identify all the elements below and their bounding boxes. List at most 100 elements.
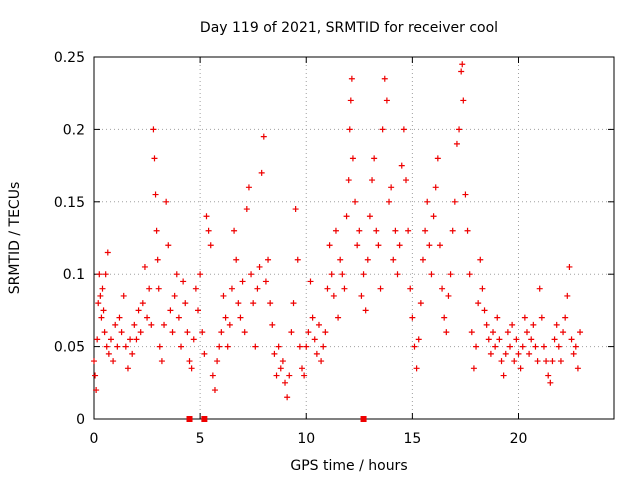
data-point — [152, 191, 159, 198]
data-point — [392, 227, 399, 234]
data-point — [182, 300, 189, 307]
data-point — [422, 227, 429, 234]
data-point — [315, 321, 322, 328]
data-point — [290, 300, 297, 307]
data-point — [313, 350, 320, 357]
data-point — [235, 300, 242, 307]
data-point — [570, 350, 577, 357]
data-point — [352, 198, 359, 205]
data-point — [371, 155, 378, 162]
data-point — [356, 227, 363, 234]
data-point — [112, 321, 119, 328]
data-point — [487, 350, 494, 357]
data-point — [158, 358, 165, 365]
data-point — [494, 314, 501, 321]
data-point — [318, 358, 325, 365]
data-point — [464, 227, 471, 234]
data-point — [271, 350, 278, 357]
data-point — [549, 358, 556, 365]
data-point — [133, 336, 140, 343]
data-point — [294, 256, 301, 263]
data-point — [275, 343, 282, 350]
data-point — [256, 263, 263, 270]
data-point — [330, 292, 337, 299]
data-point — [364, 256, 371, 263]
data-point — [239, 278, 246, 285]
data-point — [305, 329, 312, 336]
data-point — [411, 343, 418, 350]
data-point — [254, 285, 261, 292]
data-point — [458, 68, 465, 75]
data-point — [424, 198, 431, 205]
data-point — [118, 329, 125, 336]
data-point — [95, 300, 102, 307]
data-point — [459, 61, 466, 68]
data-point — [245, 184, 252, 191]
data-point — [116, 314, 123, 321]
data-point — [379, 126, 386, 133]
data-point — [553, 321, 560, 328]
data-point — [536, 285, 543, 292]
data-point — [479, 285, 486, 292]
data-point — [92, 372, 99, 379]
data-point — [273, 372, 280, 379]
data-point — [105, 350, 112, 357]
axis-ticks: 0 0.05 0.1 0.15 0.2 0.25 0 5 10 15 20 — [54, 50, 614, 447]
data-point — [252, 343, 259, 350]
data-point — [339, 271, 346, 278]
zero-data-point — [201, 416, 208, 422]
data-point — [419, 256, 426, 263]
data-point — [449, 227, 456, 234]
data-point — [209, 372, 216, 379]
data-point — [129, 350, 136, 357]
data-point — [199, 329, 206, 336]
data-point — [237, 314, 244, 321]
data-point — [104, 249, 111, 256]
data-point — [545, 372, 552, 379]
data-point — [284, 394, 291, 401]
data-point — [282, 379, 289, 386]
data-point — [358, 292, 365, 299]
data-point — [169, 329, 176, 336]
data-point — [485, 336, 492, 343]
data-point — [521, 314, 528, 321]
data-point — [98, 314, 105, 321]
data-point — [439, 285, 446, 292]
data-point — [345, 177, 352, 184]
data-point — [369, 177, 376, 184]
data-point — [226, 321, 233, 328]
data-point — [572, 343, 579, 350]
data-point — [207, 242, 214, 249]
data-point — [400, 126, 407, 133]
data-point — [528, 336, 535, 343]
data-point — [320, 343, 327, 350]
data-point — [445, 292, 452, 299]
data-point — [347, 97, 354, 104]
data-point — [224, 343, 231, 350]
data-point — [460, 97, 467, 104]
data-point — [388, 184, 395, 191]
data-point — [502, 350, 509, 357]
data-point — [141, 263, 148, 270]
data-point — [301, 372, 308, 379]
y-tick-label: 0.1 — [63, 267, 85, 283]
data-point — [324, 285, 331, 292]
data-point — [341, 285, 348, 292]
data-point — [396, 242, 403, 249]
data-point — [519, 343, 526, 350]
data-point — [456, 126, 463, 133]
data-point — [190, 336, 197, 343]
data-point — [303, 343, 310, 350]
data-point — [175, 314, 182, 321]
data-point — [562, 314, 569, 321]
data-point — [434, 155, 441, 162]
zero-data-point — [186, 416, 193, 422]
data-point — [441, 314, 448, 321]
data-point — [139, 300, 146, 307]
data-point — [91, 358, 97, 365]
data-point — [107, 336, 114, 343]
data-point — [137, 329, 144, 336]
data-point — [343, 213, 350, 220]
data-point — [309, 314, 316, 321]
data-point — [260, 133, 267, 140]
